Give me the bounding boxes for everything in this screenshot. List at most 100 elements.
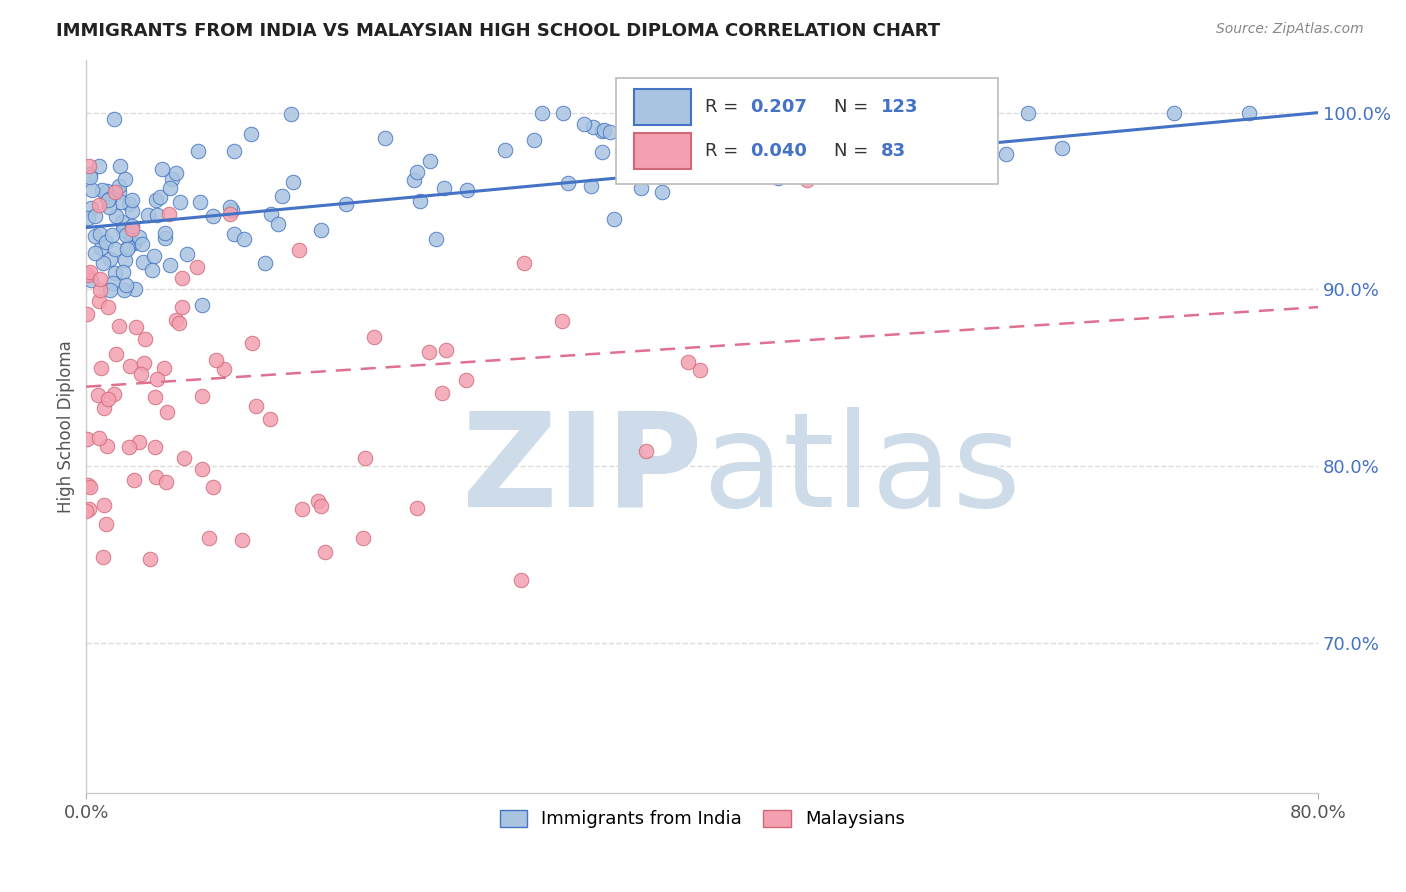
Point	[409, 194, 432, 208]
Point	[152, 361, 174, 376]
Point	[374, 131, 396, 145]
Point	[1163, 105, 1185, 120]
Point	[218, 200, 240, 214]
Point	[145, 469, 167, 483]
Point	[253, 256, 276, 270]
Point	[90, 241, 112, 255]
Text: ZIP: ZIP	[461, 407, 702, 534]
Point	[523, 133, 546, 147]
Point	[456, 183, 478, 197]
Point	[149, 190, 172, 204]
Point	[311, 223, 333, 237]
Point	[89, 272, 111, 286]
Point	[118, 226, 141, 240]
Point	[101, 276, 124, 290]
Point	[86, 388, 108, 402]
Point	[138, 551, 160, 566]
Point	[94, 516, 117, 531]
Point	[190, 389, 212, 403]
Point	[661, 155, 683, 169]
Point	[1237, 105, 1260, 120]
Point	[89, 198, 111, 212]
Point	[155, 475, 177, 489]
Text: R =: R =	[704, 98, 744, 116]
Point	[406, 501, 429, 516]
Point	[240, 127, 263, 141]
Point	[118, 359, 141, 374]
Point	[93, 498, 115, 512]
Point	[242, 336, 264, 351]
Point	[796, 173, 818, 187]
Point	[591, 124, 613, 138]
Point	[766, 170, 789, 185]
Point	[108, 319, 131, 334]
Point	[287, 243, 309, 257]
Point	[160, 172, 183, 186]
Point	[108, 160, 131, 174]
Point	[96, 235, 118, 250]
Point	[77, 268, 100, 282]
Point	[281, 175, 304, 189]
Point	[79, 480, 101, 494]
Point	[727, 154, 749, 169]
Point	[80, 273, 103, 287]
Point	[122, 235, 145, 250]
Point	[118, 440, 141, 454]
Point	[418, 344, 440, 359]
Point	[314, 545, 336, 559]
Point	[830, 159, 852, 173]
Point	[702, 145, 724, 159]
Point	[513, 256, 536, 270]
Point	[157, 207, 180, 221]
Point	[98, 192, 121, 206]
Point	[581, 179, 603, 194]
Point	[221, 203, 243, 218]
Point	[363, 330, 385, 344]
Point	[419, 153, 441, 168]
Point	[91, 183, 114, 197]
Point	[145, 194, 167, 208]
Point	[87, 159, 110, 173]
Point	[91, 549, 114, 564]
Point	[425, 232, 447, 246]
Point	[115, 228, 138, 243]
Point	[630, 181, 652, 195]
Point	[165, 313, 187, 327]
Point	[121, 219, 143, 233]
Text: IMMIGRANTS FROM INDIA VS MALAYSIAN HIGH SCHOOL DIPLOMA CORRELATION CHART: IMMIGRANTS FROM INDIA VS MALAYSIAN HIGH …	[56, 22, 941, 40]
Point	[112, 283, 135, 297]
Point	[128, 229, 150, 244]
Point	[591, 145, 613, 159]
Text: atlas: atlas	[702, 407, 1021, 534]
Point	[84, 210, 107, 224]
Point	[456, 373, 478, 387]
Point	[136, 208, 159, 222]
Point	[146, 371, 169, 385]
Point	[352, 531, 374, 545]
Text: N =: N =	[834, 143, 875, 161]
Point	[191, 462, 214, 476]
Point	[104, 266, 127, 280]
Point	[121, 221, 143, 235]
Point	[271, 189, 294, 203]
Point	[222, 144, 245, 158]
Point	[651, 185, 673, 199]
Point	[143, 249, 166, 263]
Point	[201, 479, 224, 493]
Point	[76, 477, 98, 491]
Point	[159, 258, 181, 272]
Point	[114, 171, 136, 186]
Point	[153, 226, 176, 240]
Point	[128, 434, 150, 449]
Point	[170, 300, 193, 314]
Text: 123: 123	[880, 98, 918, 116]
Text: R =: R =	[704, 143, 744, 161]
Point	[97, 300, 120, 314]
Point	[129, 367, 152, 381]
Point	[531, 105, 554, 120]
Point	[132, 356, 155, 370]
Point	[290, 502, 312, 516]
Point	[167, 316, 190, 330]
Point	[110, 194, 132, 209]
Point	[187, 144, 209, 158]
